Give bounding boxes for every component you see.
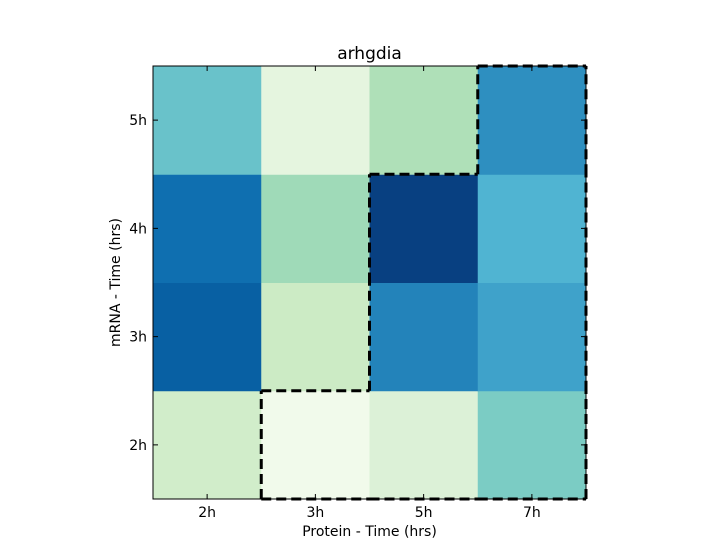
y-tick-label: 4h bbox=[129, 221, 147, 237]
x-tick-label: 2h bbox=[198, 505, 216, 521]
heatmap-cell-5h-2h bbox=[153, 66, 262, 175]
chart-title: arhgdia bbox=[337, 44, 402, 64]
x-tick-label: 3h bbox=[306, 505, 324, 521]
heatmap-cell-5h-5h bbox=[369, 66, 479, 175]
heatmap-cell-5h-3h bbox=[261, 66, 370, 175]
axis-ticks: 2h 3h 5h 7h 2h 3h 4h 5h bbox=[129, 66, 586, 521]
heatmap-cell-3h-2h bbox=[153, 282, 262, 392]
y-axis-label: mRNA - Time (hrs) bbox=[108, 218, 124, 347]
heatmap-cell-2h-3h bbox=[261, 390, 370, 500]
x-tick-label: 7h bbox=[523, 505, 541, 521]
heatmap-cell-5h-7h bbox=[477, 66, 587, 175]
y-tick-label: 2h bbox=[129, 438, 147, 454]
heatmap-cell-4h-2h bbox=[153, 174, 262, 283]
heatmap-cell-4h-5h bbox=[369, 174, 479, 283]
heatmap-cell-2h-2h bbox=[153, 390, 262, 500]
plot-frame bbox=[152, 65, 587, 500]
heatmap-cell-2h-7h bbox=[477, 390, 587, 500]
y-tick-label: 5h bbox=[129, 113, 147, 129]
heatmap-cell-3h-7h bbox=[477, 282, 587, 392]
heatmap-cell-2h-5h bbox=[369, 390, 479, 500]
heatmap-cell-4h-7h bbox=[477, 174, 587, 283]
heatmap-cell-3h-3h bbox=[261, 282, 370, 392]
x-tick-label: 5h bbox=[415, 505, 433, 521]
heatmap-cells bbox=[153, 66, 587, 500]
x-axis-label: Protein - Time (hrs) bbox=[302, 524, 437, 540]
heatmap-cell-3h-5h bbox=[369, 282, 479, 392]
y-tick-label: 3h bbox=[129, 330, 147, 346]
heatmap-cell-4h-3h bbox=[261, 174, 370, 283]
